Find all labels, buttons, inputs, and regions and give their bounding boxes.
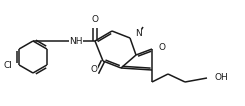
Text: Cl: Cl bbox=[3, 61, 12, 70]
Text: N: N bbox=[135, 29, 142, 38]
Text: OH: OH bbox=[214, 73, 228, 82]
Text: O: O bbox=[158, 43, 165, 52]
Text: O: O bbox=[91, 15, 98, 24]
Text: NH: NH bbox=[69, 36, 83, 45]
Text: O: O bbox=[90, 66, 98, 75]
